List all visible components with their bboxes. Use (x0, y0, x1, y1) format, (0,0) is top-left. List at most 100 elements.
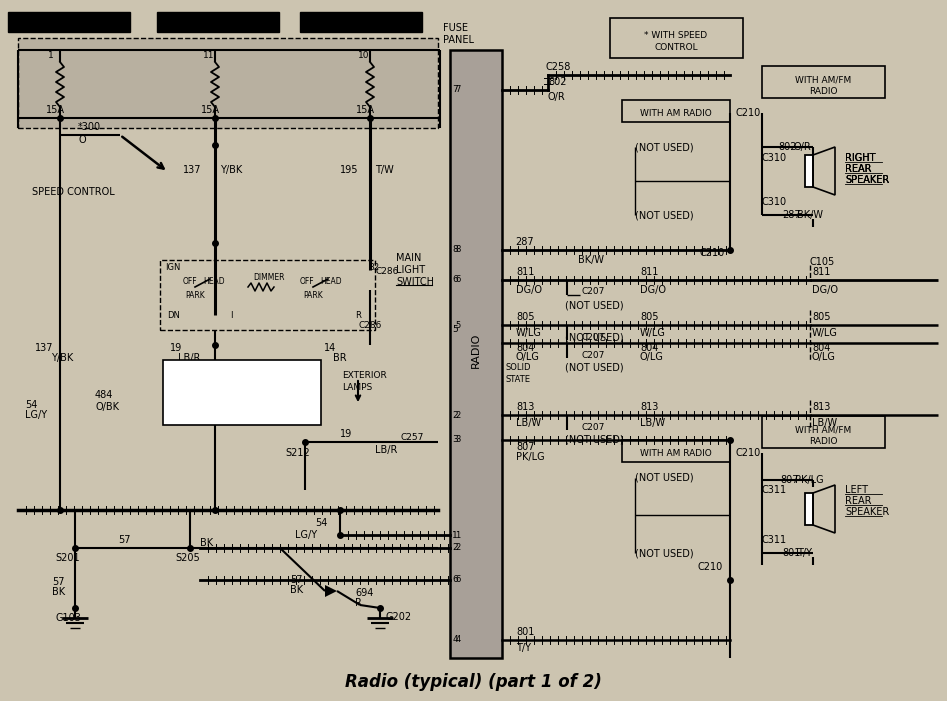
Text: (NOT USED): (NOT USED) (635, 210, 693, 220)
Text: BK: BK (52, 587, 65, 597)
Text: O/LG: O/LG (640, 352, 664, 362)
Text: 2: 2 (452, 543, 457, 552)
Text: C105: C105 (810, 257, 835, 267)
Bar (157, 12, 279, 32)
Text: 801: 801 (782, 548, 800, 558)
Text: 2: 2 (456, 543, 460, 552)
Text: R: R (355, 311, 361, 320)
Text: 7: 7 (452, 86, 458, 95)
Text: ILLUMINATION: ILLUMINATION (210, 409, 274, 418)
Text: 2: 2 (452, 411, 457, 419)
Text: 694: 694 (355, 588, 373, 598)
Text: LB/W: LB/W (812, 418, 837, 428)
Text: 15A: 15A (201, 105, 220, 115)
Text: *300: *300 (78, 122, 101, 132)
Text: C310: C310 (762, 197, 787, 207)
Text: 15A: 15A (356, 105, 375, 115)
Text: 6: 6 (452, 576, 458, 585)
Text: REAR: REAR (845, 164, 871, 174)
Text: RIGHT: RIGHT (845, 153, 875, 163)
Text: LB/R: LB/R (178, 353, 201, 363)
Bar (805, 155, 813, 187)
Bar (300, 12, 422, 32)
Text: W/LG: W/LG (812, 328, 838, 338)
Bar (805, 493, 813, 525)
Text: 6: 6 (456, 576, 460, 585)
Text: BK/W: BK/W (797, 210, 823, 220)
Text: C286: C286 (358, 322, 382, 330)
Text: 3: 3 (456, 435, 460, 444)
Text: 811: 811 (516, 267, 534, 277)
Text: LB/W: LB/W (516, 418, 541, 428)
Text: LIGHT: LIGHT (396, 265, 425, 275)
Text: DG/O: DG/O (812, 285, 838, 295)
Text: 813: 813 (812, 402, 831, 412)
Text: LB/R: LB/R (375, 445, 398, 455)
Text: SEE INSTRU-: SEE INSTRU- (214, 386, 270, 395)
Text: 137: 137 (183, 165, 202, 175)
Text: REAR: REAR (845, 164, 871, 174)
Text: 57: 57 (118, 535, 131, 545)
Text: LG/Y: LG/Y (295, 530, 317, 540)
Text: W/LG: W/LG (640, 328, 666, 338)
Text: B2: B2 (368, 264, 379, 273)
Text: 1: 1 (456, 531, 460, 540)
Text: EXTERIOR: EXTERIOR (342, 371, 386, 379)
Text: MENT: MENT (229, 397, 255, 407)
Text: 805: 805 (812, 312, 831, 322)
Text: LB/W: LB/W (640, 418, 665, 428)
Text: O/LG: O/LG (812, 352, 836, 362)
Text: G103: G103 (55, 613, 80, 623)
Text: LAMPS: LAMPS (342, 383, 372, 391)
Text: BK: BK (290, 585, 303, 595)
Text: RADIO: RADIO (809, 86, 837, 95)
Text: LEFT: LEFT (845, 485, 868, 495)
Text: * WITH SPEED: * WITH SPEED (645, 31, 707, 39)
Text: REAR: REAR (845, 496, 871, 506)
Text: 804: 804 (812, 343, 831, 353)
Text: DIMMER: DIMMER (253, 273, 284, 283)
Text: 4: 4 (452, 636, 457, 644)
Text: WITH AM/FM: WITH AM/FM (795, 76, 851, 85)
Text: 10: 10 (358, 50, 369, 60)
Text: 805: 805 (640, 312, 658, 322)
Text: C207: C207 (582, 350, 605, 360)
Text: (NOT USED): (NOT USED) (565, 333, 624, 343)
Text: O/R: O/R (793, 142, 811, 152)
Text: OFF: OFF (183, 278, 198, 287)
Text: W/LG: W/LG (516, 328, 542, 338)
Text: WITH AM RADIO: WITH AM RADIO (640, 449, 712, 458)
Text: RADIO: RADIO (809, 437, 837, 446)
Text: 3: 3 (452, 435, 458, 444)
Text: 11: 11 (203, 50, 215, 60)
Text: (NOT USED): (NOT USED) (635, 548, 693, 558)
Text: 804: 804 (516, 343, 534, 353)
Text: LG/Y: LG/Y (25, 410, 47, 420)
Text: C210: C210 (735, 448, 760, 458)
Text: 14: 14 (324, 343, 336, 353)
Text: DN: DN (167, 311, 180, 320)
Text: BK/W: BK/W (578, 255, 604, 265)
Text: C286: C286 (375, 268, 399, 276)
Text: SPEAKER: SPEAKER (845, 175, 889, 185)
Text: 287: 287 (782, 210, 800, 220)
Text: SPEAKER: SPEAKER (845, 507, 889, 517)
Text: SPEAKER: SPEAKER (845, 175, 889, 185)
Text: PK/LG: PK/LG (795, 475, 824, 485)
Text: DG/O: DG/O (640, 285, 666, 295)
Text: (NOT USED): (NOT USED) (635, 142, 693, 152)
Text: C210: C210 (698, 562, 724, 572)
Text: 8: 8 (452, 245, 458, 254)
Text: O/LG: O/LG (516, 352, 540, 362)
Text: 54: 54 (315, 518, 328, 528)
Text: 811: 811 (640, 267, 658, 277)
Text: 802: 802 (548, 77, 566, 87)
Text: SWITCH: SWITCH (396, 277, 434, 287)
Text: 6: 6 (456, 275, 460, 285)
Text: 57: 57 (52, 577, 64, 587)
Text: C210: C210 (735, 108, 760, 118)
Text: 807: 807 (780, 475, 798, 485)
Bar (8, 12, 130, 32)
Text: S212: S212 (285, 448, 310, 458)
Text: REAR: REAR (845, 164, 871, 174)
